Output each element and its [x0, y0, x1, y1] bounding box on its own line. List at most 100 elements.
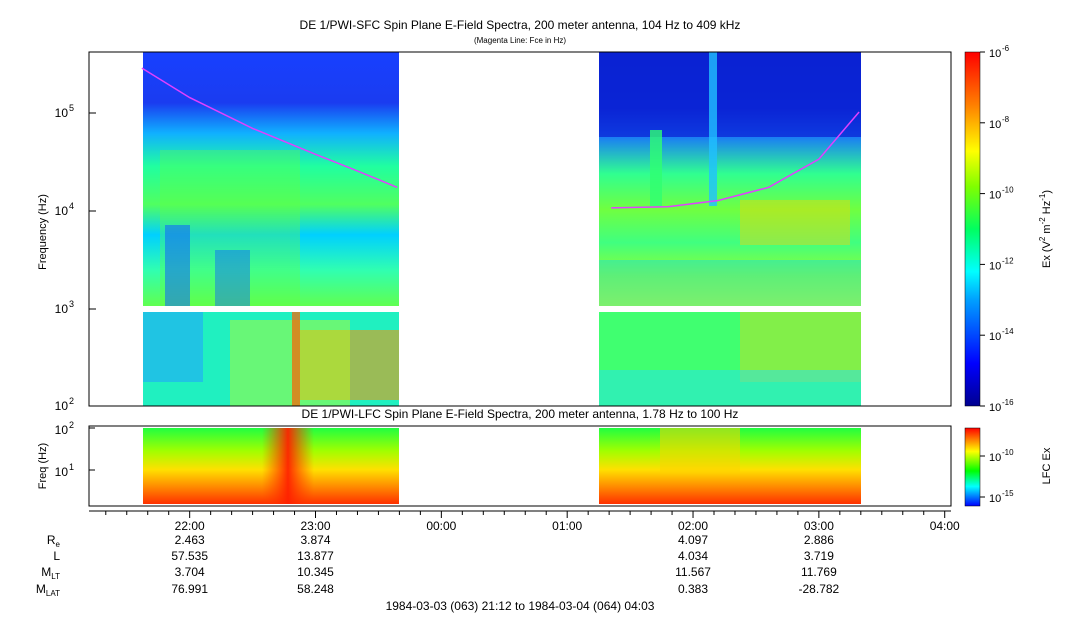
sfc-colorbar-tick: 10 -14: [980, 327, 1014, 343]
lfc-plot-frame: [88, 425, 952, 507]
time-tick-label: 01:00: [552, 519, 582, 533]
svg-text:10: 10: [55, 399, 69, 413]
sfc-colorbar-tick-exponent: -6: [1002, 44, 1010, 53]
time-tick-label: 04:00: [930, 519, 960, 533]
ephemeris-value: 3.719: [804, 549, 834, 563]
sfc-right-low-yellow: [740, 312, 861, 382]
ephemeris-value: 11.769: [801, 565, 837, 579]
ephemeris-row-label: MLT: [41, 565, 60, 581]
ephemeris-value: 3.704: [175, 565, 205, 579]
ephemeris-value: 10.345: [297, 565, 334, 579]
sfc-y-tick-1000: 10 3: [55, 299, 96, 316]
sfc-left-low-hot: [300, 330, 399, 400]
sfc-plot-frame: [88, 51, 952, 407]
sfc-colorbar-tick-base: 10: [989, 48, 1001, 60]
lfc-right-yellow-patch: [660, 428, 740, 473]
sfc-colorbar-label: Ex (V2 m-2 Hz-1): [1038, 190, 1053, 268]
lfc-colorbar-label: LFC Ex: [1041, 447, 1053, 484]
svg-text:10: 10: [55, 423, 69, 437]
ephemeris-value: -28.782: [799, 582, 840, 596]
svg-text:5: 5: [69, 103, 74, 113]
sfc-y-axis-label: Frequency (Hz): [37, 194, 49, 270]
sfc-colorbar-tick-exponent: -16: [1002, 398, 1014, 407]
sfc-right-low-block: [599, 312, 861, 406]
lfc-y-axis-label: Freq (Hz): [37, 443, 49, 489]
svg-text:3: 3: [69, 299, 74, 309]
ephemeris-value: 58.248: [297, 582, 334, 596]
lfc-y-tick-100: 10 2: [55, 420, 95, 437]
lfc-cbar-tick-minus15: 10 -15: [980, 489, 1014, 505]
svg-text:10: 10: [55, 106, 69, 120]
sfc-right-spike-2: [709, 52, 717, 206]
fce-line-segment-1: [141, 67, 398, 189]
sfc-colorbar-tick-exponent: -10: [1002, 186, 1014, 195]
ephemeris-value: 2.886: [804, 533, 834, 547]
svg-text:10: 10: [55, 465, 69, 479]
lfc-colorbar-bar: [964, 427, 981, 507]
sfc-right-warm-arc: [740, 200, 850, 245]
ephemeris-value: 13.877: [297, 549, 334, 563]
lfc-cbar-tick-minus10: 10 -10: [980, 448, 1014, 464]
ephemeris-value: 0.383: [678, 582, 708, 596]
ephemeris-row-label: MLAT: [36, 582, 60, 598]
svg-text:10: 10: [989, 452, 1001, 464]
sfc-right-low-cyan: [599, 370, 861, 406]
svg-text:4: 4: [69, 201, 74, 211]
sfc-left-low-yellow: [230, 320, 350, 406]
svg-text:10: 10: [989, 493, 1001, 505]
ephemeris-row-label: L: [53, 549, 60, 563]
sfc-spectrogram-panel: 10 2 10 3 10 4 10 5 Frequency (Hz): [37, 51, 952, 413]
ephemeris-value: 4.034: [678, 549, 708, 563]
sfc-y-tick-100000: 10 5: [55, 103, 96, 120]
time-axis: 22:00 23:00 00:00 01:00 02:00 03:00 04:00: [89, 510, 960, 533]
ephemeris-value: 11.567: [675, 565, 711, 579]
sfc-colorbar-tick-base: 10: [989, 402, 1001, 414]
svg-text:-15: -15: [1002, 489, 1014, 498]
sfc-right-upper-dark: [599, 52, 861, 137]
svg-text:2: 2: [69, 420, 74, 430]
lfc-y-tick-10: 10 1: [55, 462, 95, 479]
ephemeris-value: 2.463: [175, 533, 205, 547]
sfc-subtitle: (Magenta Line: Fce in Hz): [474, 36, 566, 45]
time-tick-label: 23:00: [300, 519, 330, 533]
sfc-colorbar-bar: [964, 51, 981, 407]
sfc-left-blue-gaps-2: [215, 250, 250, 306]
sfc-y-axis: 10 2 10 3 10 4 10 5: [55, 103, 96, 413]
sfc-colorbar-tick-exponent: -8: [1002, 115, 1010, 124]
lfc-colorbar: 10 -10 10 -15 LFC Ex: [964, 427, 1053, 507]
sfc-colorbar-tick: 10 -10: [980, 186, 1014, 202]
svg-text:10: 10: [55, 302, 69, 316]
sfc-y-tick-100: 10 2: [55, 396, 96, 413]
svg-text:10: 10: [55, 204, 69, 218]
sfc-colorbar-tick: 10 -6: [980, 44, 1010, 60]
svg-text:2: 2: [69, 396, 74, 406]
sfc-colorbar-tick-exponent: -12: [1002, 256, 1014, 265]
sfc-colorbar-tick: 10 -8: [980, 115, 1010, 131]
sfc-colorbar-tick-base: 10: [989, 331, 1001, 343]
sfc-right-spike-1: [650, 130, 662, 206]
sfc-colorbar-tick-exponent: -14: [1002, 327, 1014, 336]
time-tick-label: 03:00: [804, 519, 834, 533]
sfc-right-lower-stripes: [599, 260, 861, 306]
ephemeris-value: 3.874: [300, 533, 330, 547]
svg-text:1: 1: [69, 462, 74, 472]
sfc-left-blue-gaps: [165, 225, 190, 306]
sfc-title: DE 1/PWI-SFC Spin Plane E-Field Spectra,…: [300, 18, 741, 32]
lfc-left-hot-region: [262, 428, 314, 504]
lfc-spectrogram-panel: 10 1 10 2 Freq (Hz): [37, 420, 952, 507]
time-tick-label: 02:00: [678, 519, 708, 533]
ephemeris-table: Re 2.463 3.874 4.097 2.886 L 57.535 13.877 4.034…: [36, 533, 840, 598]
sfc-colorbar-tick: 10 -12: [980, 256, 1014, 272]
sfc-colorbar-tick-base: 10: [989, 190, 1001, 202]
sfc-colorbar-tick-base: 10: [989, 119, 1001, 131]
time-tick-label: 22:00: [175, 519, 205, 533]
sfc-colorbar-tick: 10 -16: [980, 398, 1014, 414]
sfc-left-low-blue: [143, 312, 203, 382]
sfc-colorbar-tick-base: 10: [989, 260, 1001, 272]
svg-text:-10: -10: [1002, 448, 1014, 457]
ephemeris-value: 76.991: [171, 582, 208, 596]
ephemeris-row-label: Re: [47, 533, 61, 549]
time-tick-label: 00:00: [426, 519, 456, 533]
ephemeris-value: 4.097: [678, 533, 708, 547]
